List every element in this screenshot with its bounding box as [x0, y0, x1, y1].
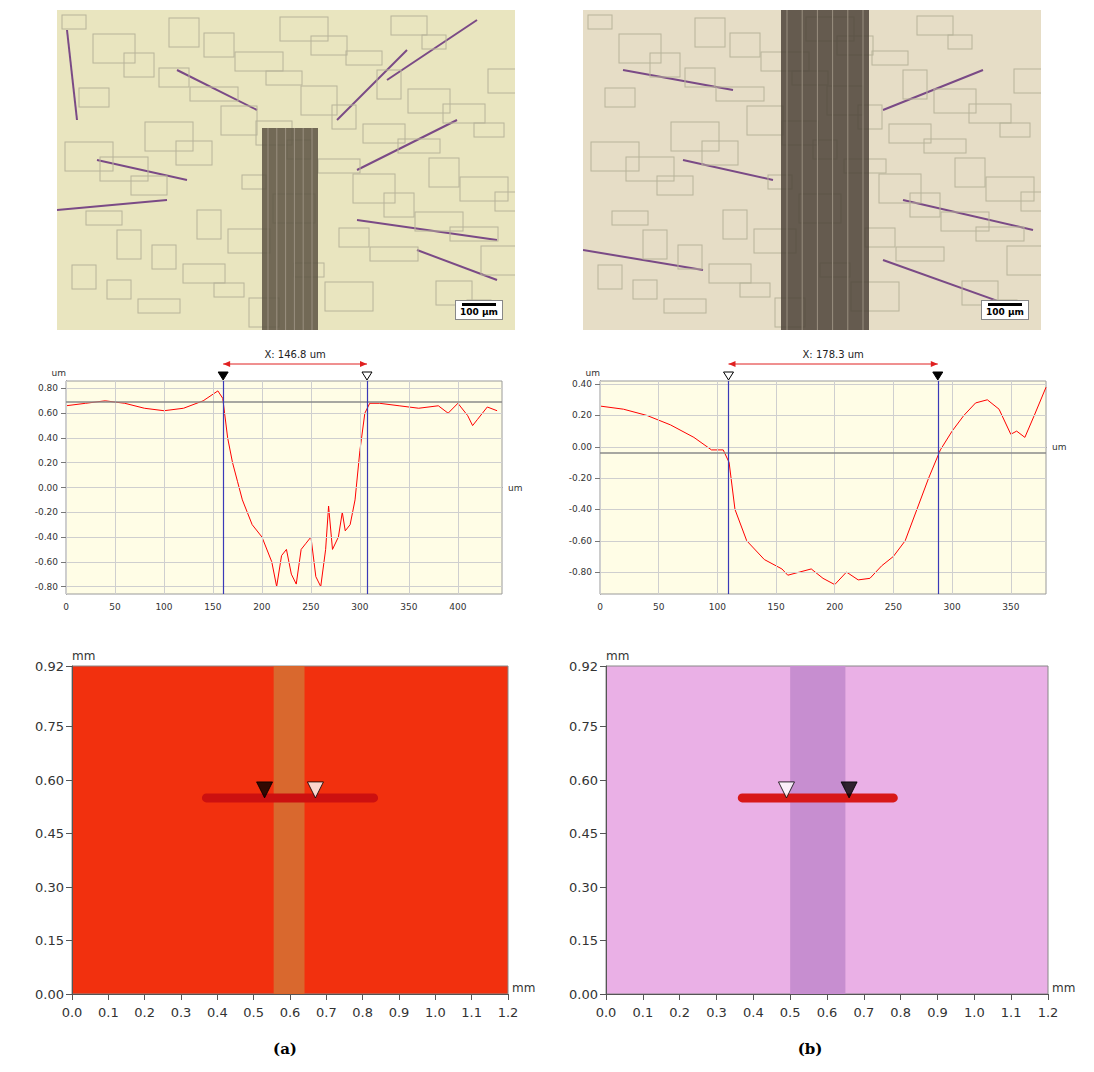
- svg-text:X: 178.3 um: X: 178.3 um: [803, 349, 864, 360]
- svg-text:0.30: 0.30: [569, 880, 598, 895]
- svg-text:0.75: 0.75: [35, 719, 64, 734]
- svg-text:0.1: 0.1: [98, 1005, 119, 1020]
- svg-text:mm: mm: [606, 649, 629, 663]
- svg-text:0.3: 0.3: [706, 1005, 727, 1020]
- svg-text:-0.60: -0.60: [35, 557, 59, 567]
- html-text:(b): (b): [797, 1040, 823, 1058]
- svg-text:300: 300: [351, 602, 368, 612]
- svg-text:0.3: 0.3: [171, 1005, 192, 1020]
- svg-text:100: 100: [155, 602, 172, 612]
- svg-text:0.5: 0.5: [243, 1005, 264, 1020]
- svg-text:1.0: 1.0: [425, 1005, 446, 1020]
- svg-text:um: um: [52, 368, 66, 378]
- svg-text:350: 350: [400, 602, 417, 612]
- svg-text:0.0: 0.0: [62, 1005, 83, 1020]
- svg-text:-0.40: -0.40: [35, 532, 59, 542]
- svg-text:400: 400: [449, 602, 466, 612]
- svg-text:-0.80: -0.80: [569, 567, 593, 577]
- svg-text:0.60: 0.60: [35, 773, 64, 788]
- svg-text:0.8: 0.8: [890, 1005, 911, 1020]
- svg-text:0.9: 0.9: [927, 1005, 948, 1020]
- svg-text:0.2: 0.2: [669, 1005, 690, 1020]
- svg-text:mm: mm: [72, 649, 95, 663]
- svg-text:0.6: 0.6: [817, 1005, 838, 1020]
- svg-text:0.5: 0.5: [780, 1005, 801, 1020]
- svg-text:-0.20: -0.20: [35, 507, 59, 517]
- svg-text:150: 150: [204, 602, 221, 612]
- svg-text:0.00: 0.00: [35, 987, 64, 1002]
- svg-text:X: 146.8 um: X: 146.8 um: [264, 349, 325, 360]
- svg-text:1.1: 1.1: [1001, 1005, 1022, 1020]
- svg-text:mm: mm: [512, 981, 535, 995]
- svg-text:0.15: 0.15: [569, 933, 598, 948]
- svg-text:1.2: 1.2: [1038, 1005, 1059, 1020]
- svg-text:200: 200: [826, 602, 843, 612]
- svg-text:350: 350: [1002, 602, 1019, 612]
- svg-text:um: um: [586, 368, 600, 378]
- svg-text:150: 150: [767, 602, 784, 612]
- svg-text:0.7: 0.7: [853, 1005, 874, 1020]
- svg-text:1.1: 1.1: [461, 1005, 482, 1020]
- svg-text:0.00: 0.00: [572, 442, 592, 452]
- svg-text:1.0: 1.0: [964, 1005, 985, 1020]
- svg-text:0.4: 0.4: [207, 1005, 228, 1020]
- svg-text:0.9: 0.9: [389, 1005, 410, 1020]
- svg-text:0.20: 0.20: [38, 458, 58, 468]
- svg-text:50: 50: [109, 602, 121, 612]
- svg-text:-0.40: -0.40: [569, 504, 593, 514]
- svg-text:250: 250: [885, 602, 902, 612]
- html-text:100 µm: 100 µm: [460, 307, 498, 317]
- svg-text:0.8: 0.8: [352, 1005, 373, 1020]
- svg-text:0: 0: [597, 602, 603, 612]
- svg-text:0.00: 0.00: [569, 987, 598, 1002]
- svg-text:0.20: 0.20: [572, 410, 592, 420]
- html-text:(a): (a): [273, 1040, 297, 1058]
- svg-text:-0.20: -0.20: [569, 473, 593, 483]
- svg-text:200: 200: [253, 602, 270, 612]
- svg-text:0.80: 0.80: [38, 383, 58, 393]
- svg-text:100: 100: [709, 602, 726, 612]
- svg-text:0: 0: [63, 602, 69, 612]
- svg-text:250: 250: [302, 602, 319, 612]
- svg-text:0.30: 0.30: [35, 880, 64, 895]
- svg-text:0.15: 0.15: [35, 933, 64, 948]
- svg-text:um: um: [1052, 442, 1066, 452]
- svg-text:0.40: 0.40: [38, 433, 58, 443]
- svg-text:-0.60: -0.60: [569, 536, 593, 546]
- svg-text:0.40: 0.40: [572, 379, 592, 389]
- html-text:100 µm: 100 µm: [986, 307, 1024, 317]
- svg-text:0.1: 0.1: [632, 1005, 653, 1020]
- svg-text:0.0: 0.0: [596, 1005, 617, 1020]
- svg-text:0.60: 0.60: [569, 773, 598, 788]
- svg-text:300: 300: [944, 602, 961, 612]
- svg-text:0.4: 0.4: [743, 1005, 764, 1020]
- svg-text:0.45: 0.45: [569, 826, 598, 841]
- svg-text:1.2: 1.2: [498, 1005, 519, 1020]
- svg-text:0.92: 0.92: [35, 659, 64, 674]
- svg-text:um: um: [508, 483, 522, 493]
- svg-text:0.60: 0.60: [38, 408, 58, 418]
- svg-text:0.92: 0.92: [569, 659, 598, 674]
- svg-text:0.75: 0.75: [569, 719, 598, 734]
- svg-text:0.2: 0.2: [134, 1005, 155, 1020]
- svg-text:0.45: 0.45: [35, 826, 64, 841]
- svg-text:50: 50: [653, 602, 665, 612]
- svg-text:mm: mm: [1052, 981, 1075, 995]
- svg-text:0.7: 0.7: [316, 1005, 337, 1020]
- svg-text:-0.80: -0.80: [35, 582, 59, 592]
- svg-text:0.00: 0.00: [38, 483, 58, 493]
- svg-text:0.6: 0.6: [280, 1005, 301, 1020]
